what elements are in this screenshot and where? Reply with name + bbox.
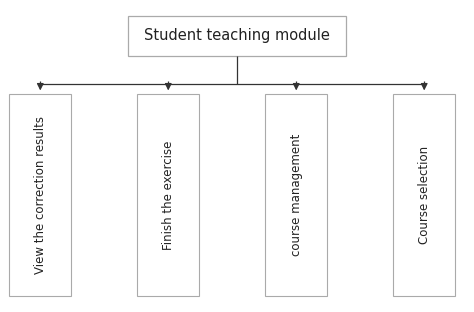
Bar (137, 94, 199, 296)
Text: View the correction results: View the correction results (34, 116, 47, 274)
Text: Course selection: Course selection (418, 146, 431, 244)
Text: Student teaching module: Student teaching module (144, 28, 330, 43)
Text: course management: course management (290, 134, 303, 256)
Text: Finish the exercise: Finish the exercise (162, 140, 175, 250)
Bar (393, 94, 455, 296)
Bar (265, 94, 327, 296)
Bar (9, 94, 71, 296)
Bar (128, 16, 346, 56)
